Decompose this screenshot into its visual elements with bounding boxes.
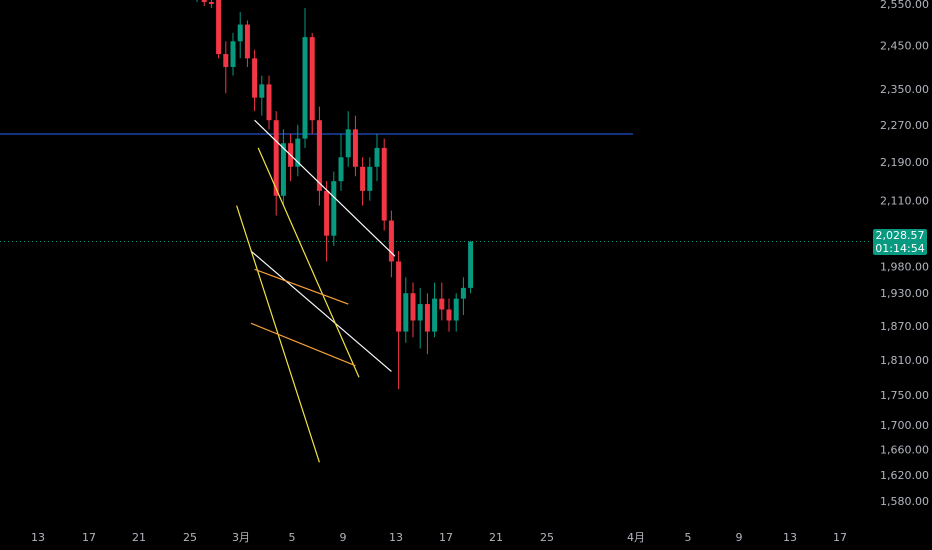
- price-tick-label: 1,930.00: [880, 287, 929, 300]
- candle-body: [367, 166, 373, 191]
- candle-body: [417, 304, 423, 321]
- price-tick-label: 2,270.00: [880, 119, 929, 132]
- candle-body: [237, 24, 243, 42]
- time-tick-label: 5: [289, 531, 296, 544]
- candle-body: [309, 37, 315, 121]
- candle-body: [403, 293, 409, 332]
- time-tick-label: 25: [540, 531, 554, 544]
- trendline-white-upper[interactable]: [254, 119, 396, 257]
- candle-body: [208, 1, 214, 4]
- candle-body: [345, 129, 351, 158]
- price-tick-label: 1,870.00: [880, 320, 929, 333]
- time-tick-label: 17: [833, 531, 847, 544]
- candle-body: [259, 84, 265, 98]
- time-tick-label: 5: [685, 531, 692, 544]
- candle-body: [388, 220, 394, 262]
- trendline-orange-lower[interactable]: [250, 322, 356, 367]
- candle-body: [316, 120, 322, 191]
- bar-countdown: 01:14:54: [875, 241, 925, 255]
- time-tick-label: 17: [439, 531, 453, 544]
- candle-body: [432, 298, 438, 332]
- candle-body: [295, 138, 301, 167]
- trendline-orange-upper[interactable]: [254, 268, 349, 305]
- price-tick-label: 2,450.00: [880, 40, 929, 53]
- candle-body: [381, 147, 387, 221]
- candle-body: [360, 166, 366, 191]
- price-tick-label: 1,750.00: [880, 389, 929, 402]
- trendline-group[interactable]: [236, 119, 396, 463]
- time-tick-label: 21: [132, 531, 146, 544]
- last-price-value: 2,028.57: [875, 228, 925, 242]
- price-tick-label: 1,810.00: [880, 354, 929, 367]
- candle-body: [223, 54, 229, 67]
- candle-body: [201, 0, 207, 2]
- candle-body: [324, 190, 330, 236]
- time-tick-label: 3月: [232, 531, 250, 544]
- candle-body: [230, 41, 236, 67]
- candle-body: [273, 120, 279, 196]
- price-tick-label: 1,700.00: [880, 419, 929, 432]
- price-tick-label: 1,580.00: [880, 495, 929, 508]
- time-tick-label: 13: [31, 531, 45, 544]
- price-tick-label: 1,980.00: [880, 261, 929, 274]
- trendline-yellow-upper[interactable]: [257, 147, 360, 378]
- candle-body: [446, 309, 452, 321]
- price-tick-label: 1,620.00: [880, 469, 929, 482]
- candle-body: [396, 261, 402, 332]
- candle-body: [439, 298, 445, 310]
- candle-body: [244, 24, 250, 59]
- candle-body: [424, 304, 430, 332]
- candle-body: [266, 84, 272, 121]
- candle-body: [331, 181, 337, 236]
- candle-body: [468, 241, 474, 288]
- candle-body: [352, 129, 358, 167]
- time-tick-label: 25: [183, 531, 197, 544]
- time-tick-label: 17: [82, 531, 96, 544]
- candle-body: [460, 287, 466, 299]
- time-tick-label: 21: [489, 531, 503, 544]
- candle-body: [374, 147, 380, 167]
- candle-body: [338, 157, 344, 182]
- price-tick-label: 1,660.00: [880, 444, 929, 457]
- candle-body: [302, 37, 308, 139]
- candlestick-series: [196, 0, 474, 389]
- price-tick-label: 2,190.00: [880, 156, 929, 169]
- time-tick-label: 4月: [627, 531, 645, 544]
- time-tick-label: 9: [736, 531, 743, 544]
- price-axis[interactable]: 2,550.00 2,450.00 2,350.00 2,270.00 2,190.00…: [880, 0, 929, 508]
- price-tick-label: 2,110.00: [880, 195, 929, 208]
- candle-body: [280, 143, 286, 196]
- candle-body: [453, 298, 459, 321]
- candle-body: [410, 293, 416, 321]
- time-tick-label: 13: [389, 531, 403, 544]
- time-tick-label: 9: [340, 531, 347, 544]
- trendline-white-lower[interactable]: [250, 250, 392, 372]
- candle-body: [252, 58, 258, 98]
- price-tick-label: 2,550.00: [880, 0, 929, 11]
- time-tick-label: 13: [783, 531, 797, 544]
- candle-body: [216, 0, 222, 55]
- price-tick-label: 2,350.00: [880, 83, 929, 96]
- last-price-label: 2,028.57 01:14:54: [873, 228, 927, 255]
- time-axis[interactable]: 13 17 21 25 3月 5 9 13 17 21 25 4月 5 9 13 17: [31, 531, 847, 544]
